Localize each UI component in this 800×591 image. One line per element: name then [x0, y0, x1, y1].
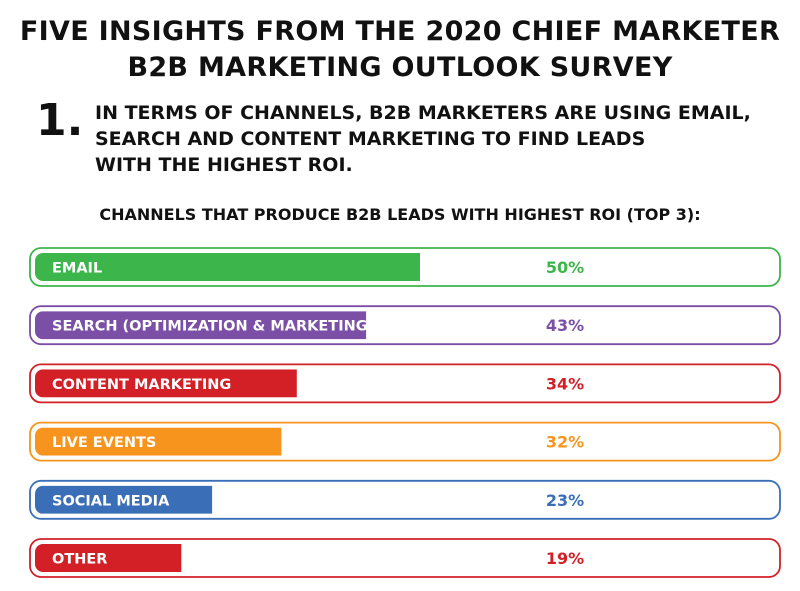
bar-row: OTHER 19% — [29, 538, 781, 578]
bar-row: SEARCH (OPTIMIZATION & MARKETING) 43% — [29, 305, 781, 346]
insight-headline: IN TERMS OF CHANNELS, B2B MARKETERS ARE … — [95, 100, 795, 178]
bar — [35, 369, 297, 398]
bar — [35, 311, 367, 340]
category-label: OTHER — [52, 552, 107, 568]
value-label: 32% — [546, 433, 584, 452]
bar-row: CONTENT MARKETING 34% — [29, 363, 781, 404]
insight-line-2: SEARCH AND CONTENT MARKETING TO FIND LEA… — [95, 128, 646, 150]
value-label: 34% — [546, 374, 584, 393]
title-line-2: B2B MARKETING OUTLOOK SURVEY — [127, 52, 673, 83]
bar — [35, 485, 213, 514]
title-line-1: FIVE INSIGHTS FROM THE 2020 CHIEF MARKET… — [19, 16, 781, 47]
chart-title: CHANNELS THAT PRODUCE B2B LEADS WITH HIG… — [99, 205, 701, 224]
category-label: SEARCH (OPTIMIZATION & MARKETING) — [52, 319, 374, 335]
insight-number: 1. — [36, 95, 84, 146]
value-label: 19% — [546, 549, 584, 568]
bar — [35, 427, 282, 456]
bar-row: EMAIL 50% — [29, 247, 781, 287]
category-label: LIVE EVENTS — [52, 435, 156, 451]
insight-line-1: IN TERMS OF CHANNELS, B2B MARKETERS ARE … — [95, 102, 751, 124]
insight-line-3: WITH THE HIGHEST ROI. — [95, 154, 353, 176]
value-label: 50% — [546, 258, 584, 277]
bar-track — [29, 538, 781, 578]
bar-row: SOCIAL MEDIA 23% — [29, 479, 781, 520]
bar-row: LIVE EVENTS 32% — [29, 421, 781, 462]
category-label: SOCIAL MEDIA — [52, 493, 170, 509]
bar-track — [29, 479, 781, 520]
value-label: 43% — [546, 316, 584, 335]
value-label: 23% — [546, 491, 584, 510]
page-title: FIVE INSIGHTS FROM THE 2020 CHIEF MARKET… — [0, 14, 800, 86]
bar — [35, 253, 420, 281]
category-label: EMAIL — [52, 261, 102, 277]
bar — [35, 544, 182, 572]
category-label: CONTENT MARKETING — [52, 377, 231, 393]
